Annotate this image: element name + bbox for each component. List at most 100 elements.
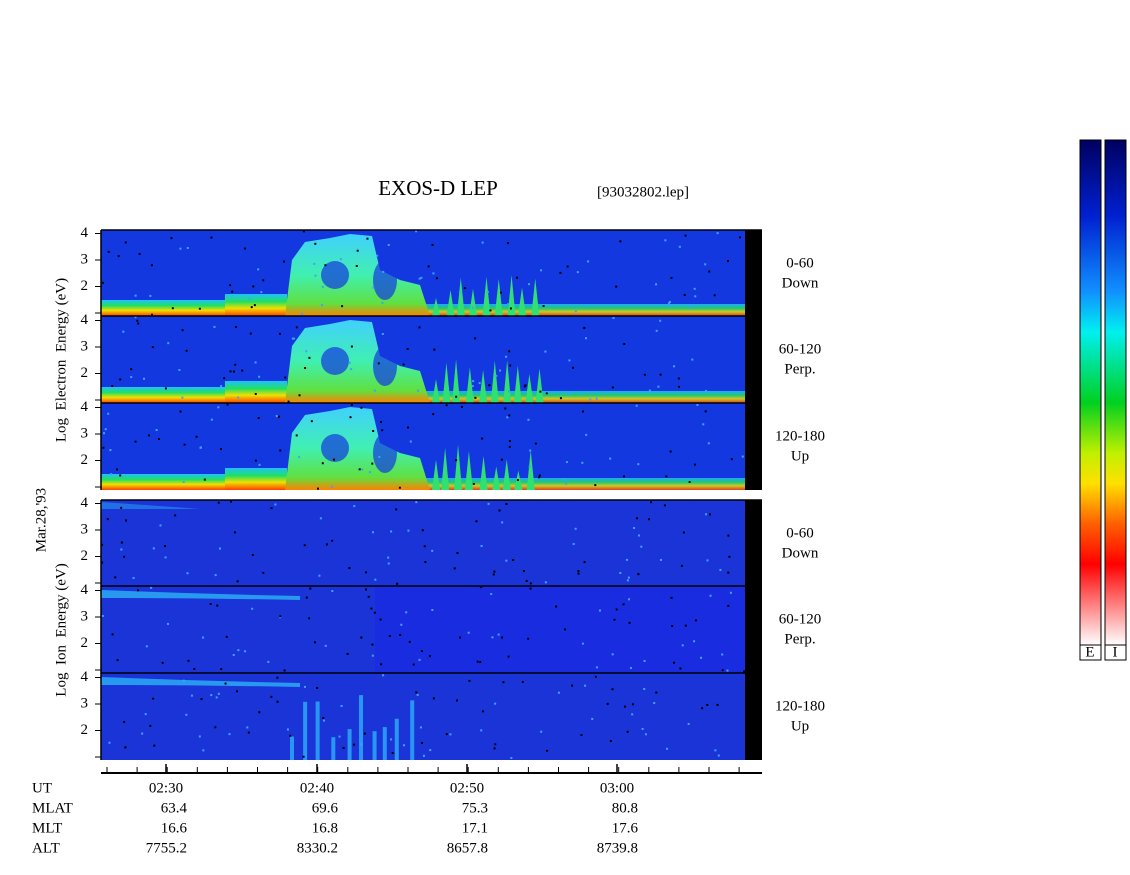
noise — [527, 637, 530, 640]
noise — [694, 619, 697, 622]
noise — [627, 576, 630, 579]
noise — [332, 458, 335, 461]
pitch-angle: 60-120 — [779, 611, 822, 627]
noise — [201, 636, 204, 639]
noise — [390, 530, 393, 533]
noise — [403, 744, 406, 747]
noise — [669, 450, 672, 453]
noise — [236, 690, 239, 693]
spike — [479, 456, 488, 490]
data-gap — [745, 403, 762, 490]
pitch-direction: Down — [782, 275, 819, 291]
noise — [252, 285, 255, 288]
noise — [279, 449, 282, 452]
noise — [663, 504, 666, 507]
burst-core — [321, 434, 349, 462]
noise — [672, 661, 675, 664]
noise — [504, 407, 507, 410]
date-label: Mar.28,'93 — [33, 488, 49, 552]
spike — [432, 379, 440, 403]
noise — [640, 545, 643, 548]
noise — [594, 484, 597, 487]
noise — [295, 326, 298, 329]
time-label: 02:50 — [450, 780, 484, 796]
y-tick-label: 2 — [81, 722, 89, 738]
noise — [428, 655, 431, 658]
noise — [624, 705, 627, 708]
noise — [331, 485, 334, 488]
noise — [407, 426, 410, 429]
pitch-angle: 0-60 — [786, 255, 814, 271]
noise — [262, 571, 265, 574]
noise — [583, 561, 586, 564]
spike — [464, 451, 473, 490]
noise — [416, 693, 419, 696]
noise — [166, 622, 169, 625]
low-energy-band — [225, 381, 287, 403]
noise — [693, 463, 696, 466]
noise — [387, 243, 390, 246]
y-tick-label: 2 — [81, 365, 89, 381]
noise — [508, 414, 511, 417]
noise — [481, 241, 484, 244]
noise — [244, 650, 247, 653]
noise — [376, 254, 379, 257]
noise — [534, 442, 537, 445]
orbit-value: 16.6 — [161, 820, 188, 836]
noise — [670, 596, 673, 599]
noise — [668, 300, 671, 303]
noise — [391, 752, 394, 755]
noise — [155, 429, 158, 432]
noise — [108, 741, 111, 744]
noise — [368, 471, 371, 474]
noise — [101, 543, 104, 546]
noise — [523, 385, 526, 388]
noise — [381, 429, 384, 432]
noise — [655, 283, 658, 286]
row-label: MLAT — [32, 800, 73, 816]
noise — [171, 307, 174, 310]
noise — [609, 457, 612, 460]
noise — [623, 343, 626, 346]
noise — [432, 272, 435, 275]
spike — [535, 368, 544, 403]
noise — [249, 332, 252, 335]
noise — [475, 520, 478, 523]
noise — [694, 295, 697, 298]
noise — [502, 681, 505, 684]
noise — [493, 570, 496, 573]
noise — [628, 621, 631, 624]
ion-beam — [101, 502, 200, 509]
noise — [274, 503, 277, 506]
noise — [276, 700, 279, 703]
row-label: ALT — [32, 840, 60, 856]
noise — [379, 618, 382, 621]
noise — [657, 385, 660, 388]
noise — [729, 591, 732, 594]
noise — [706, 703, 709, 706]
noise — [527, 418, 530, 421]
noise — [687, 722, 690, 725]
noise — [107, 412, 110, 415]
noise — [680, 564, 683, 567]
noise — [474, 337, 477, 340]
noise — [275, 414, 278, 417]
noise — [321, 304, 324, 307]
noise — [258, 463, 261, 466]
noise — [625, 558, 628, 561]
noise — [506, 242, 509, 245]
ion-streak — [372, 731, 377, 760]
noise — [254, 392, 257, 395]
noise — [114, 576, 117, 579]
noise — [153, 744, 156, 747]
noise — [254, 459, 257, 462]
noise — [622, 603, 625, 606]
y-tick-label: 4 — [81, 399, 89, 415]
noise — [371, 654, 374, 657]
noise — [235, 326, 238, 329]
noise — [678, 385, 681, 388]
noise — [660, 558, 663, 561]
noise — [637, 463, 640, 466]
noise — [619, 572, 622, 575]
noise — [356, 249, 359, 252]
